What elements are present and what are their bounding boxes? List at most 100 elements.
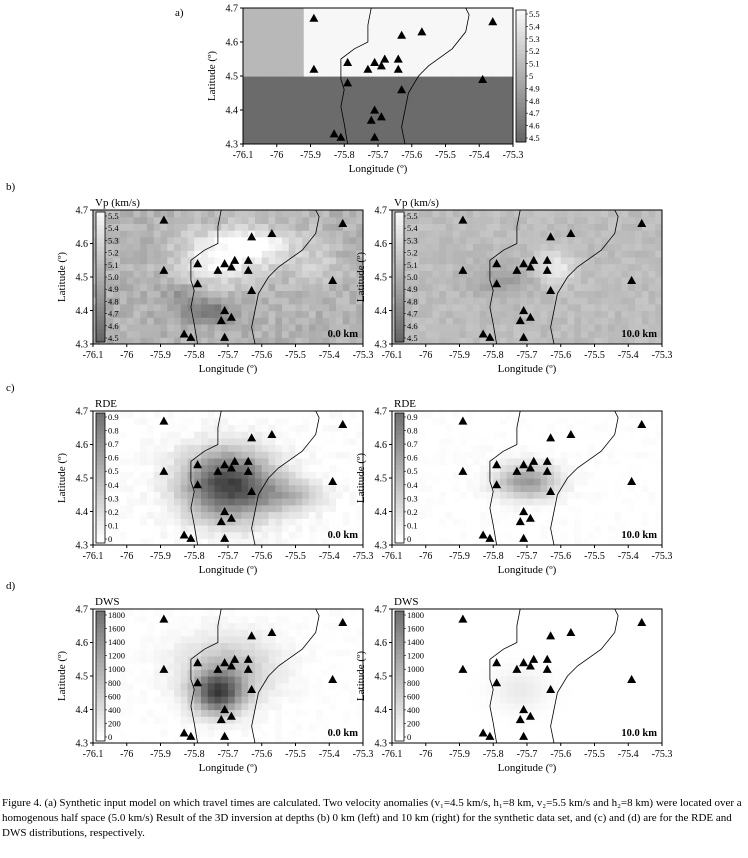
heatmap-cell [283,48,291,57]
heatmap-cell [201,444,209,452]
heatmap-cell [282,216,290,224]
heatmap-cell [574,504,582,513]
heatmap-cell [587,511,596,519]
heatmap-cell [439,270,447,278]
heatmap-cell [412,437,420,446]
heatmap-cell [614,277,623,285]
heatmap-cell [486,223,494,231]
heatmap-cell [513,524,521,533]
heatmap-cell [337,116,345,125]
heatmap-cell [302,310,310,318]
heatmap-cell [506,531,515,539]
heatmap-cell [351,62,359,70]
heatmap-cell [493,411,501,419]
heatmap-cell [628,236,636,245]
heatmap-cell [228,491,236,499]
heatmap-cell [329,297,337,305]
x-tick-label: -75.9 [300,150,321,161]
heatmap-cell [412,223,420,231]
heatmap-cell [655,411,662,419]
heatmap-cell [446,230,454,238]
heatmap-cell [567,256,575,265]
heatmap-cell [499,8,507,16]
heatmap-cell [290,28,298,36]
colorbar-step [96,478,105,483]
heatmap-cell [248,437,256,446]
heatmap-cell [317,62,325,70]
heatmap-cell [174,531,182,539]
heatmap-cell [214,451,222,459]
heatmap-cell [655,303,662,312]
heatmap-cell [329,256,337,265]
heatmap-cell [120,223,128,231]
heatmap-cell [438,116,447,125]
heatmap-cell [180,676,189,684]
heatmap-cell [234,317,243,325]
heatmap-cell [473,431,481,439]
heatmap-cell [126,283,135,291]
heatmap-cell [275,471,283,479]
heatmap-cell [601,283,609,291]
heatmap-cell [445,55,453,63]
heatmap-cell [207,682,216,690]
heatmap-cell [446,297,454,305]
heatmap-cell [412,471,420,479]
heatmap-cell [466,303,474,312]
heatmap-cell [106,524,114,533]
heatmap-cell [425,8,433,16]
heatmap-cell [126,243,135,251]
heatmap-cell [275,504,283,513]
heatmap-cell [120,411,128,419]
heatmap-cell [302,243,310,251]
heatmap-cell [648,504,656,513]
heatmap-cell [268,243,276,251]
heatmap-cell [351,76,359,84]
heatmap-cell [106,317,114,325]
heatmap-cell [194,310,202,318]
heatmap-cell [432,337,440,344]
heatmap-cell [574,223,582,231]
heatmap-cell [425,256,434,265]
heatmap-cell [499,35,507,43]
heatmap-cell [635,524,643,533]
heatmap-cell [288,471,297,479]
heatmap-cell [322,524,330,533]
heatmap-cell [256,82,264,91]
heatmap-cell [106,270,114,278]
colorbar-step [395,316,404,321]
heatmap-cell [174,736,182,743]
heatmap-cell [466,451,474,459]
heatmap-cell [465,82,474,91]
heatmap-cell [241,498,249,506]
heatmap-cell [288,411,297,419]
heatmap-cell [268,538,276,545]
heatmap-cell [473,256,481,265]
heatmap-cell [255,531,263,539]
heatmap-cell [297,14,305,23]
heatmap-cell [113,609,121,617]
station-triangle [230,456,240,465]
heatmap-cell [207,524,216,533]
heatmap-cell [648,223,656,231]
heatmap-cell [601,216,609,224]
heatmap-cell [160,609,168,617]
heatmap-cell [466,457,474,466]
heatmap-cell [180,270,189,278]
heatmap-cell [594,478,602,486]
heatmap-cell [635,330,643,338]
heatmap-cell [635,504,643,513]
heatmap-cell [452,89,460,97]
heatmap-cell [337,110,345,118]
heatmap-cell [412,270,420,278]
heatmap-cell [459,451,467,459]
heatmap-cell [492,89,501,97]
heatmap-cell [554,444,562,452]
heatmap-cell [167,263,175,271]
heatmap-cell [473,424,481,432]
heatmap-cell [241,411,249,419]
colorbar-step [516,18,526,24]
heatmap-cell [133,729,141,737]
heatmap-cell [288,424,297,432]
heatmap-cell [439,431,447,439]
heatmap-cell [614,478,623,486]
